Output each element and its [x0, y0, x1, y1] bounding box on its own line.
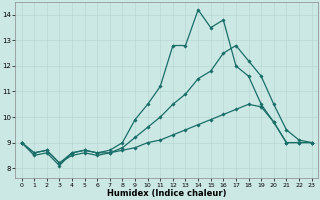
X-axis label: Humidex (Indice chaleur): Humidex (Indice chaleur) — [107, 189, 226, 198]
